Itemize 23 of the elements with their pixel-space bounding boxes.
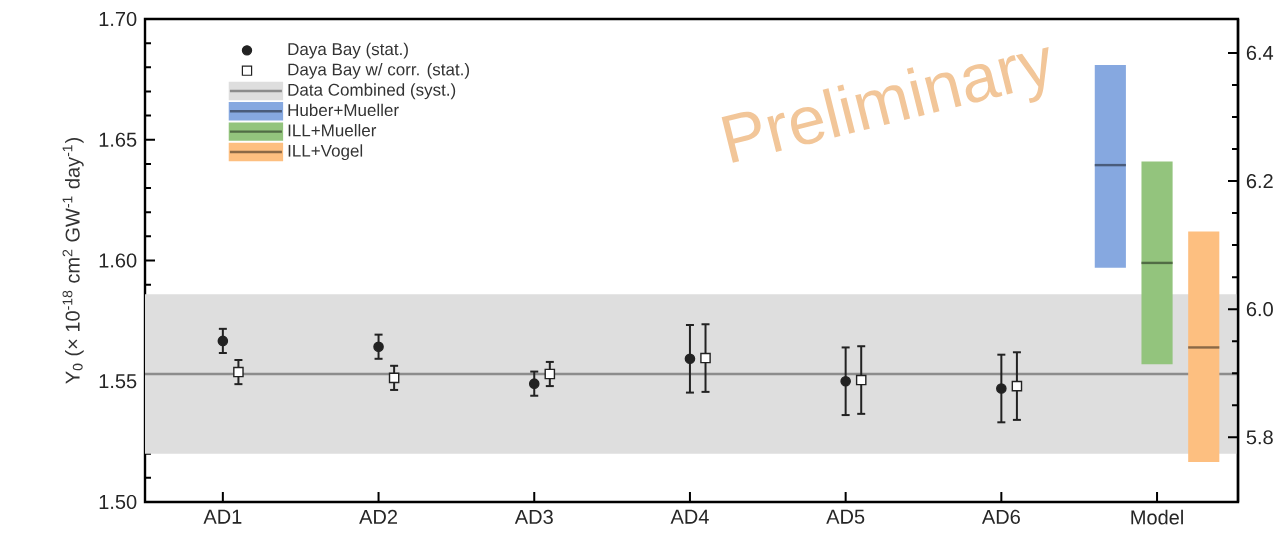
legend-label: ILL+Mueller [288, 123, 377, 137]
y-tick-label: 1.70 [99, 11, 137, 27]
legend-label: Huber+Mueller [288, 103, 399, 117]
x-tick-label: AD2 [359, 509, 398, 524]
legend-label: Daya Bay w/ corr. (stat.) [288, 63, 470, 79]
x-tick-label: Model [1131, 509, 1183, 525]
legend-label: Data Combined (syst.) [288, 83, 456, 100]
x-tick-label: AD6 [981, 509, 1020, 525]
x-tick-label: AD5 [826, 509, 865, 524]
legend-label: ILL+Vogel [288, 144, 363, 161]
x-tick-label: AD1 [203, 509, 242, 524]
y-tick-label: 1.60 [99, 253, 137, 268]
x-tick-label: AD3 [514, 509, 553, 525]
y2-tick-label: 6.2 [1246, 173, 1273, 189]
y-tick-label: 1.65 [99, 132, 137, 147]
text: Y$_{0}$ (× 10$^{-18}$ cm$^{2}$ GW$^{-1}$ day$^{-1}$) [62, 138, 84, 384]
y2-tick-label: 6.0 [1246, 302, 1273, 317]
x-tick-label: AD4 [670, 509, 709, 524]
y2-tick-label: 6.4 [1246, 45, 1274, 61]
y-tick-label: 1.55 [99, 374, 137, 389]
y2-tick-label: 5.8 [1246, 430, 1273, 445]
legend-label: Daya Bay (stat.) [288, 42, 408, 59]
y-tick-label: 1.50 [99, 494, 137, 510]
